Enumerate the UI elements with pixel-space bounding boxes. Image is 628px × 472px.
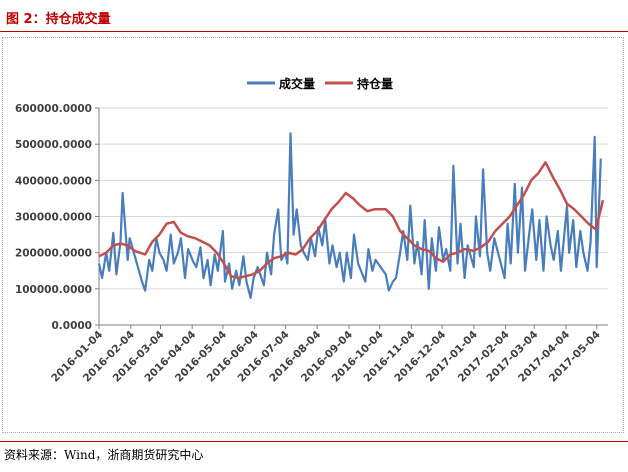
y-tick-label: 100000.0000 [15,284,92,296]
legend: 成交量 持仓量 [247,76,393,91]
series-line-1 [97,132,602,299]
legend-label-2: 持仓量 [357,76,393,91]
legend-label-1: 成交量 [279,76,315,91]
y-tick-label: 300000.0000 [15,212,92,224]
figure-title: 图 2：持仓成交量 [6,12,111,27]
y-tick-label: 200000.0000 [15,248,92,260]
series-lines [97,132,605,299]
source-rule [0,441,628,442]
y-tick-label: 600000.0000 [15,103,92,115]
chart-frame [2,37,624,433]
source-note: 资料来源：Wind，浙商期货研究中心 [4,448,204,462]
x-tick-labels: 2016-01-042016-02-042016-03-042016-04-04… [49,329,603,385]
series-line-2 [98,161,605,280]
y-tick-label: 0.0000 [51,320,92,332]
title-rule [0,31,628,32]
y-tick-label: 500000.0000 [15,139,92,151]
y-tick-label: 400000.0000 [15,175,92,187]
y-tick-labels: 0.0000 100000.0000 200000.0000 300000.0000 4… [15,103,92,332]
axes [95,107,608,329]
